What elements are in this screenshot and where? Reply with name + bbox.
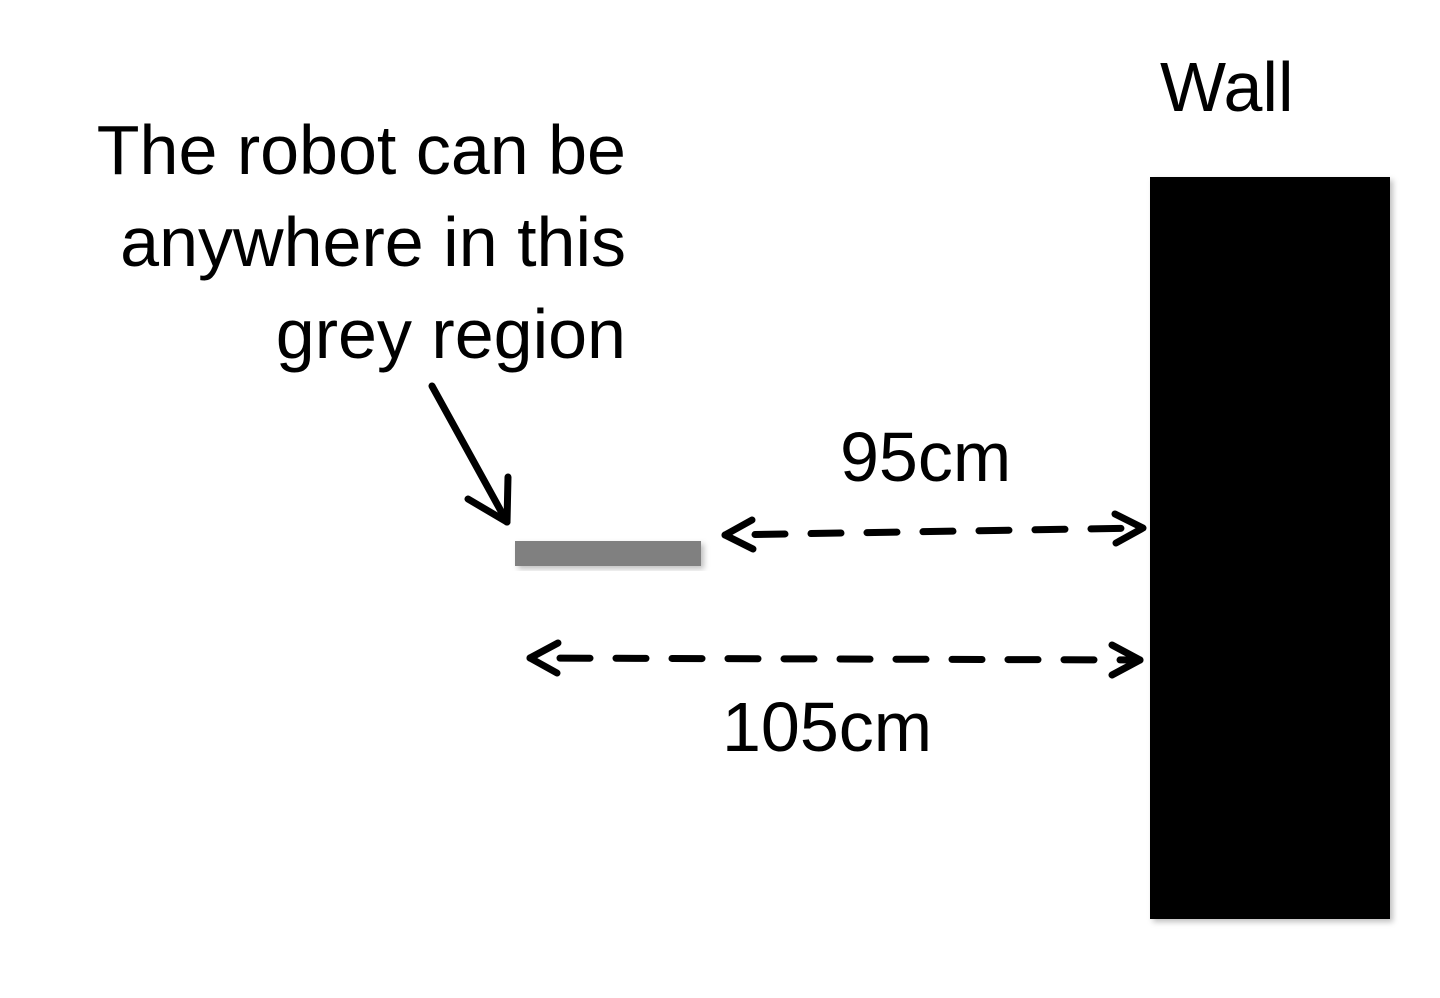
- dimension-arrow-105cm-icon: [526, 639, 1144, 679]
- distance-label-near: 95cm: [840, 418, 1012, 496]
- dimension-arrow-95cm-icon: [721, 510, 1147, 553]
- distance-label-far: 105cm: [722, 688, 933, 766]
- caption-line-3: grey region: [275, 295, 626, 373]
- region-caption: The robot can be anywhere in this grey r…: [40, 104, 626, 380]
- grey-region: [515, 541, 701, 566]
- pointer-arrow-icon: [428, 382, 512, 526]
- wall: [1150, 177, 1390, 919]
- wall-label: Wall: [1160, 48, 1294, 126]
- caption-line-2: anywhere in this: [120, 203, 626, 281]
- caption-line-1: The robot can be: [96, 111, 626, 189]
